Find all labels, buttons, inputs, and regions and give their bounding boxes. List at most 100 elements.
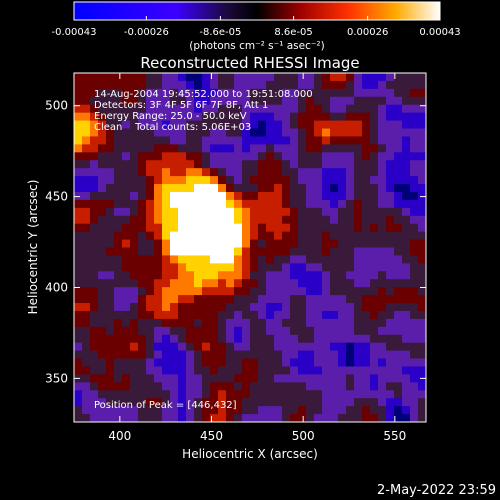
heatmap-cell (290, 287, 299, 296)
x-axis-label: Heliocentric X (arcsec) (182, 447, 318, 461)
heatmap-cell (306, 128, 315, 138)
heatmap-cell (394, 144, 403, 153)
heatmap-cell (386, 231, 395, 241)
heatmap-cell (282, 350, 291, 360)
heatmap-cell (122, 350, 131, 360)
heatmap-cell (90, 398, 99, 407)
heatmap-cell (178, 271, 187, 280)
heatmap-cell (146, 112, 155, 122)
heatmap-cell (162, 160, 171, 169)
heatmap-cell (418, 271, 426, 280)
heatmap-cell (298, 255, 307, 264)
heatmap-cell (410, 168, 419, 177)
heatmap-cell (98, 374, 107, 383)
heatmap-cell (210, 374, 219, 383)
heatmap-cell (178, 318, 187, 328)
heatmap-cell (202, 88, 211, 98)
heatmap-cell (74, 247, 83, 257)
heatmap-cell (162, 358, 171, 368)
heatmap-cell (98, 223, 107, 233)
heatmap-cell (170, 160, 179, 169)
heatmap-cell (338, 136, 347, 145)
heatmap-cell (378, 152, 387, 161)
heatmap-cell (354, 350, 363, 360)
y-tick-label: 350 (45, 371, 68, 385)
heatmap-cell (194, 334, 203, 344)
heatmap-cell (386, 144, 395, 153)
heatmap-cell (266, 382, 275, 391)
heatmap-cell (218, 144, 227, 153)
heatmap-cell (274, 350, 283, 360)
heatmap-cell (186, 199, 195, 209)
heatmap-cell (362, 382, 371, 391)
heatmap-cell (242, 406, 251, 415)
heatmap-cell (170, 120, 179, 130)
heatmap-cell (242, 390, 251, 399)
heatmap-cell (226, 326, 235, 336)
heatmap-cell (74, 406, 83, 415)
heatmap-cell (314, 279, 323, 288)
heatmap-cell (394, 310, 403, 320)
heatmap-cell (130, 287, 139, 296)
heatmap-cell (242, 374, 251, 383)
heatmap-cell (290, 231, 299, 241)
heatmap-cell (418, 406, 426, 415)
heatmap-cell (170, 191, 179, 201)
heatmap-cell (186, 342, 195, 352)
heatmap-cell (322, 318, 331, 328)
heatmap-cell (210, 136, 219, 145)
heatmap-cell (386, 271, 395, 280)
heatmap-cell (298, 247, 307, 257)
heatmap-cell (314, 398, 323, 407)
heatmap-cell (98, 350, 107, 360)
heatmap-cell (386, 350, 395, 360)
heatmap-cell (146, 374, 155, 383)
heatmap-cell (218, 73, 227, 82)
heatmap-cell (138, 310, 147, 320)
heatmap-cell (138, 104, 147, 114)
heatmap-cell (202, 287, 211, 296)
heatmap-cell (138, 334, 147, 344)
heatmap-cell (138, 223, 147, 233)
heatmap-cell (370, 184, 379, 193)
heatmap-cell (162, 223, 171, 233)
heatmap-cell (202, 231, 211, 241)
heatmap-cell (82, 382, 91, 391)
heatmap-cell (74, 287, 83, 296)
heatmap-cell (338, 80, 347, 90)
heatmap-cell (202, 350, 211, 360)
heatmap-cell (314, 160, 323, 169)
heatmap-cell (154, 247, 163, 257)
heatmap-cell (82, 358, 91, 368)
heatmap-cell (378, 136, 387, 145)
heatmap-cell (138, 366, 147, 376)
chart-title: Reconstructed RHESSI Image (140, 54, 359, 72)
heatmap-cell (218, 112, 227, 122)
heatmap-cell (146, 80, 155, 90)
heatmap-cell (274, 358, 283, 368)
heatmap-cell (210, 184, 219, 193)
heatmap-cell (194, 255, 203, 264)
heatmap-cell (74, 207, 83, 217)
heatmap-cell (218, 279, 227, 288)
heatmap-cell (122, 160, 131, 169)
heatmap-cell (298, 73, 307, 82)
heatmap-cell (346, 279, 355, 288)
heatmap-cell (346, 295, 355, 304)
heatmap-cell (346, 223, 355, 233)
heatmap-cell (218, 223, 227, 233)
heatmap-cell (218, 406, 227, 415)
heatmap-cell (410, 303, 419, 312)
heatmap-cell (402, 191, 411, 201)
heatmap-cell (314, 96, 323, 106)
heatmap-cell (290, 326, 299, 336)
heatmap-cell (402, 374, 411, 383)
heatmap-cell (290, 414, 299, 422)
heatmap-cell (202, 152, 211, 161)
heatmap-cell (362, 334, 371, 344)
heatmap-cell (90, 96, 99, 106)
heatmap-cell (130, 279, 139, 288)
heatmap-cell (138, 374, 147, 383)
heatmap-cell (370, 382, 379, 391)
heatmap-cell (274, 128, 283, 138)
